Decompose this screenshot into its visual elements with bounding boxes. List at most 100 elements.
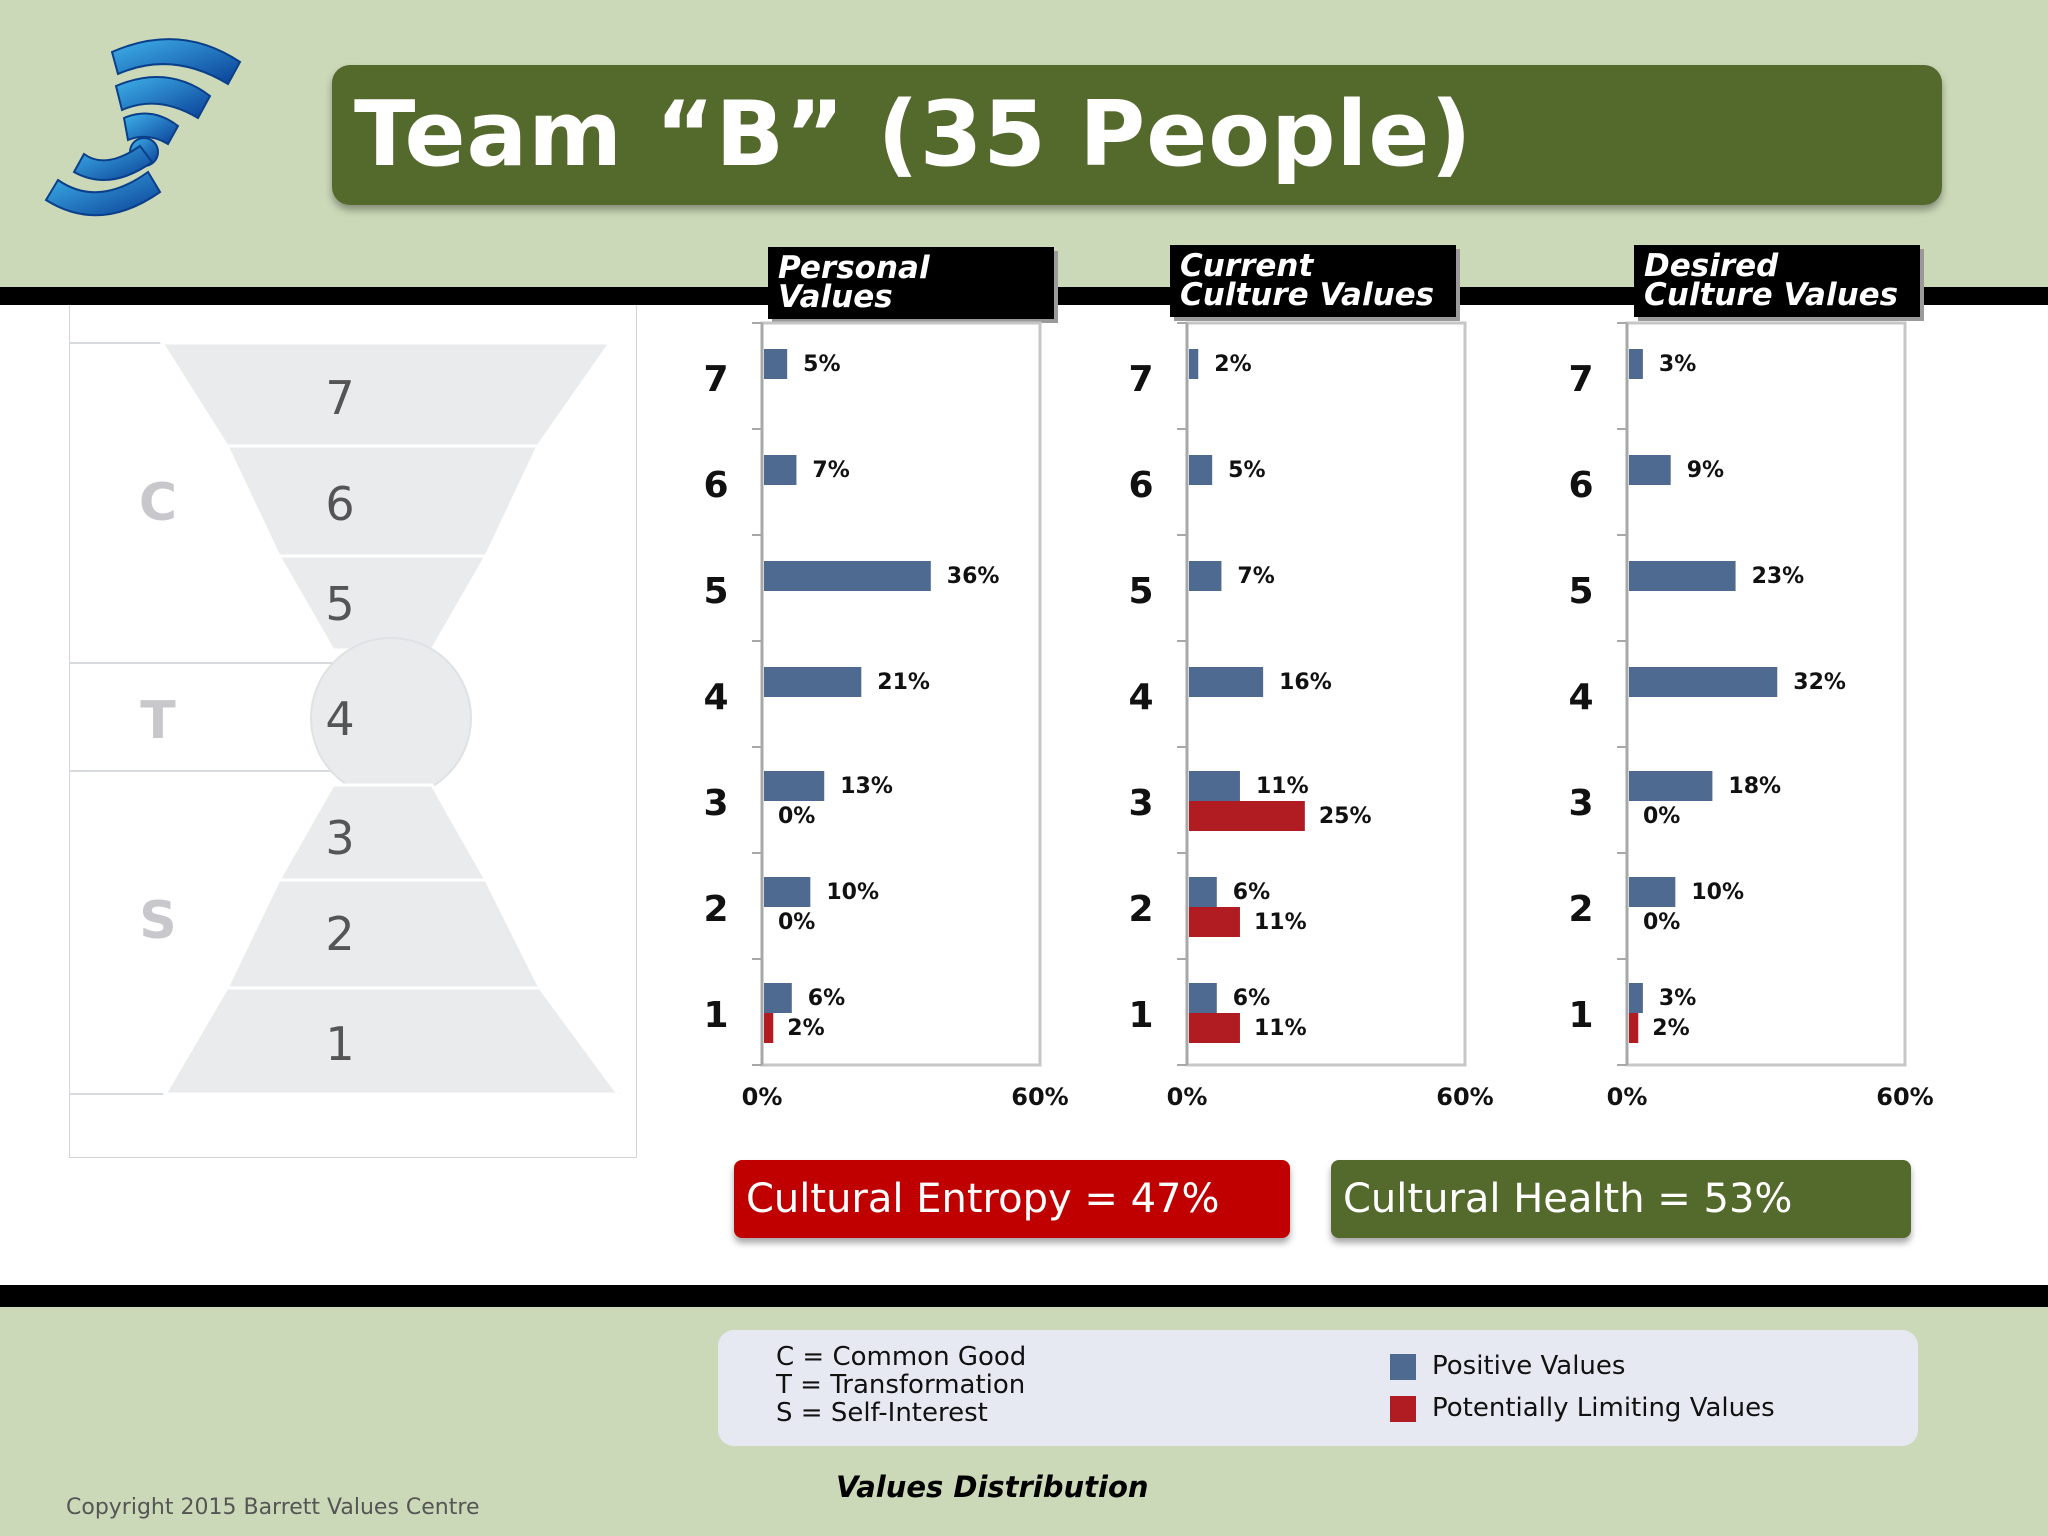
data-label: 11% bbox=[1254, 1016, 1307, 1041]
panel-head-personal: Personal Values bbox=[768, 247, 1054, 319]
positive-bar bbox=[1629, 455, 1671, 485]
x-tick-label: 60% bbox=[1011, 1083, 1068, 1111]
values-charts: 7 5%6 7%5 36%4 21%3 13%0%2 10%0%1 6%2%0% 60%7 2%6… bbox=[703, 321, 1934, 1111]
data-label: 0% bbox=[778, 804, 815, 829]
data-label: 2% bbox=[1214, 352, 1251, 377]
panel-head-line: Culture Values bbox=[1180, 277, 1435, 313]
limiting-bar bbox=[764, 1013, 774, 1043]
data-label: 3% bbox=[1659, 986, 1696, 1011]
category-label: 2 bbox=[703, 889, 728, 930]
x-tick-label: 60% bbox=[1876, 1083, 1933, 1111]
positive-bar bbox=[764, 877, 811, 907]
category-label: 3 bbox=[703, 783, 728, 824]
data-label: 25% bbox=[1319, 804, 1372, 829]
category-label: 6 bbox=[703, 465, 728, 506]
limiting-bar bbox=[1189, 801, 1305, 831]
category-label: 1 bbox=[1128, 995, 1153, 1036]
positive-bar bbox=[1629, 771, 1713, 801]
positive-bar bbox=[1629, 983, 1643, 1013]
positive-bar bbox=[764, 349, 788, 379]
legend-key-line: C = Common Good bbox=[776, 1342, 1027, 1372]
category-label: 7 bbox=[703, 359, 728, 400]
level-label: 7 bbox=[325, 371, 354, 425]
x-tick-label: 60% bbox=[1436, 1083, 1493, 1111]
page-title: Team “B” (35 People) bbox=[354, 82, 1473, 187]
x-tick-label: 0% bbox=[1167, 1083, 1208, 1111]
limiting-bar bbox=[1629, 1013, 1639, 1043]
category-label: 1 bbox=[1568, 995, 1593, 1036]
group-letter-t: T bbox=[140, 691, 176, 751]
wifi-signal-logo-icon bbox=[44, 38, 242, 217]
positive-swatch bbox=[1390, 1354, 1416, 1380]
levels-diagram: 7 6 5 4 3 2 1 C T S bbox=[69, 341, 621, 1096]
data-label: 0% bbox=[778, 910, 815, 935]
level-label: 5 bbox=[325, 577, 354, 631]
limiting-swatch bbox=[1390, 1396, 1416, 1422]
category-label: 7 bbox=[1128, 359, 1153, 400]
positive-bar bbox=[1189, 771, 1240, 801]
data-label: 2% bbox=[787, 1016, 824, 1041]
data-label: 32% bbox=[1793, 670, 1846, 695]
positive-bar bbox=[1189, 561, 1222, 591]
category-label: 4 bbox=[1128, 677, 1153, 718]
data-label: 21% bbox=[877, 670, 930, 695]
data-label: 36% bbox=[947, 564, 1000, 589]
data-label: 9% bbox=[1687, 458, 1724, 483]
panel-head-line: Current bbox=[1180, 248, 1314, 284]
panel-head-line: Desired bbox=[1644, 248, 1779, 284]
levels-frame bbox=[69, 305, 637, 1158]
panel-head-line: Personal bbox=[778, 250, 930, 286]
legend-limiting-label: Potentially Limiting Values bbox=[1432, 1393, 1775, 1423]
positive-bar bbox=[1189, 455, 1213, 485]
level-label: 6 bbox=[325, 477, 354, 531]
category-label: 5 bbox=[703, 571, 728, 612]
positive-bar bbox=[1189, 667, 1264, 697]
entropy-pill: Cultural Entropy = 47% bbox=[734, 1160, 1290, 1238]
level-label: 1 bbox=[325, 1017, 354, 1071]
positive-bar bbox=[764, 983, 792, 1013]
footer-title: Values Distribution bbox=[836, 1470, 1149, 1504]
positive-bar bbox=[1189, 349, 1199, 379]
health-label: Cultural Health = 53% bbox=[1343, 1176, 1793, 1222]
positive-bar bbox=[764, 667, 862, 697]
category-label: 3 bbox=[1568, 783, 1593, 824]
data-label: 11% bbox=[1254, 910, 1307, 935]
data-label: 23% bbox=[1752, 564, 1805, 589]
data-label: 3% bbox=[1659, 352, 1696, 377]
bottom-divider bbox=[0, 1285, 2048, 1307]
data-label: 10% bbox=[826, 880, 879, 905]
legend: C = Common Good T = Transformation S = S… bbox=[718, 1330, 1918, 1446]
limiting-bar bbox=[1189, 907, 1240, 937]
group-letter-s: S bbox=[139, 891, 176, 951]
data-label: 5% bbox=[803, 352, 840, 377]
positive-bar bbox=[1189, 983, 1217, 1013]
data-label: 13% bbox=[840, 774, 893, 799]
category-label: 4 bbox=[1568, 677, 1593, 718]
positive-bar bbox=[1189, 877, 1217, 907]
positive-bar bbox=[1629, 561, 1736, 591]
data-label: 2% bbox=[1652, 1016, 1689, 1041]
data-label: 10% bbox=[1691, 880, 1744, 905]
level-label: 2 bbox=[325, 907, 354, 961]
group-letter-c: C bbox=[139, 473, 177, 533]
category-label: 5 bbox=[1568, 571, 1593, 612]
category-label: 6 bbox=[1568, 465, 1593, 506]
category-label: 2 bbox=[1568, 889, 1593, 930]
category-label: 1 bbox=[703, 995, 728, 1036]
positive-bar bbox=[764, 771, 825, 801]
category-label: 7 bbox=[1568, 359, 1593, 400]
positive-bar bbox=[764, 455, 797, 485]
category-label: 4 bbox=[703, 677, 728, 718]
positive-bar bbox=[1629, 877, 1676, 907]
panel-head-line: Culture Values bbox=[1644, 277, 1899, 313]
entropy-label: Cultural Entropy = 47% bbox=[746, 1176, 1220, 1222]
data-label: 5% bbox=[1228, 458, 1265, 483]
data-label: 6% bbox=[808, 986, 845, 1011]
legend-key-line: T = Transformation bbox=[776, 1370, 1026, 1400]
category-label: 2 bbox=[1128, 889, 1153, 930]
copyright: Copyright 2015 Barrett Values Centre bbox=[66, 1495, 480, 1520]
positive-bar bbox=[1629, 667, 1778, 697]
level-label: 3 bbox=[325, 811, 354, 865]
level-label: 4 bbox=[325, 692, 354, 746]
data-label: 11% bbox=[1256, 774, 1309, 799]
